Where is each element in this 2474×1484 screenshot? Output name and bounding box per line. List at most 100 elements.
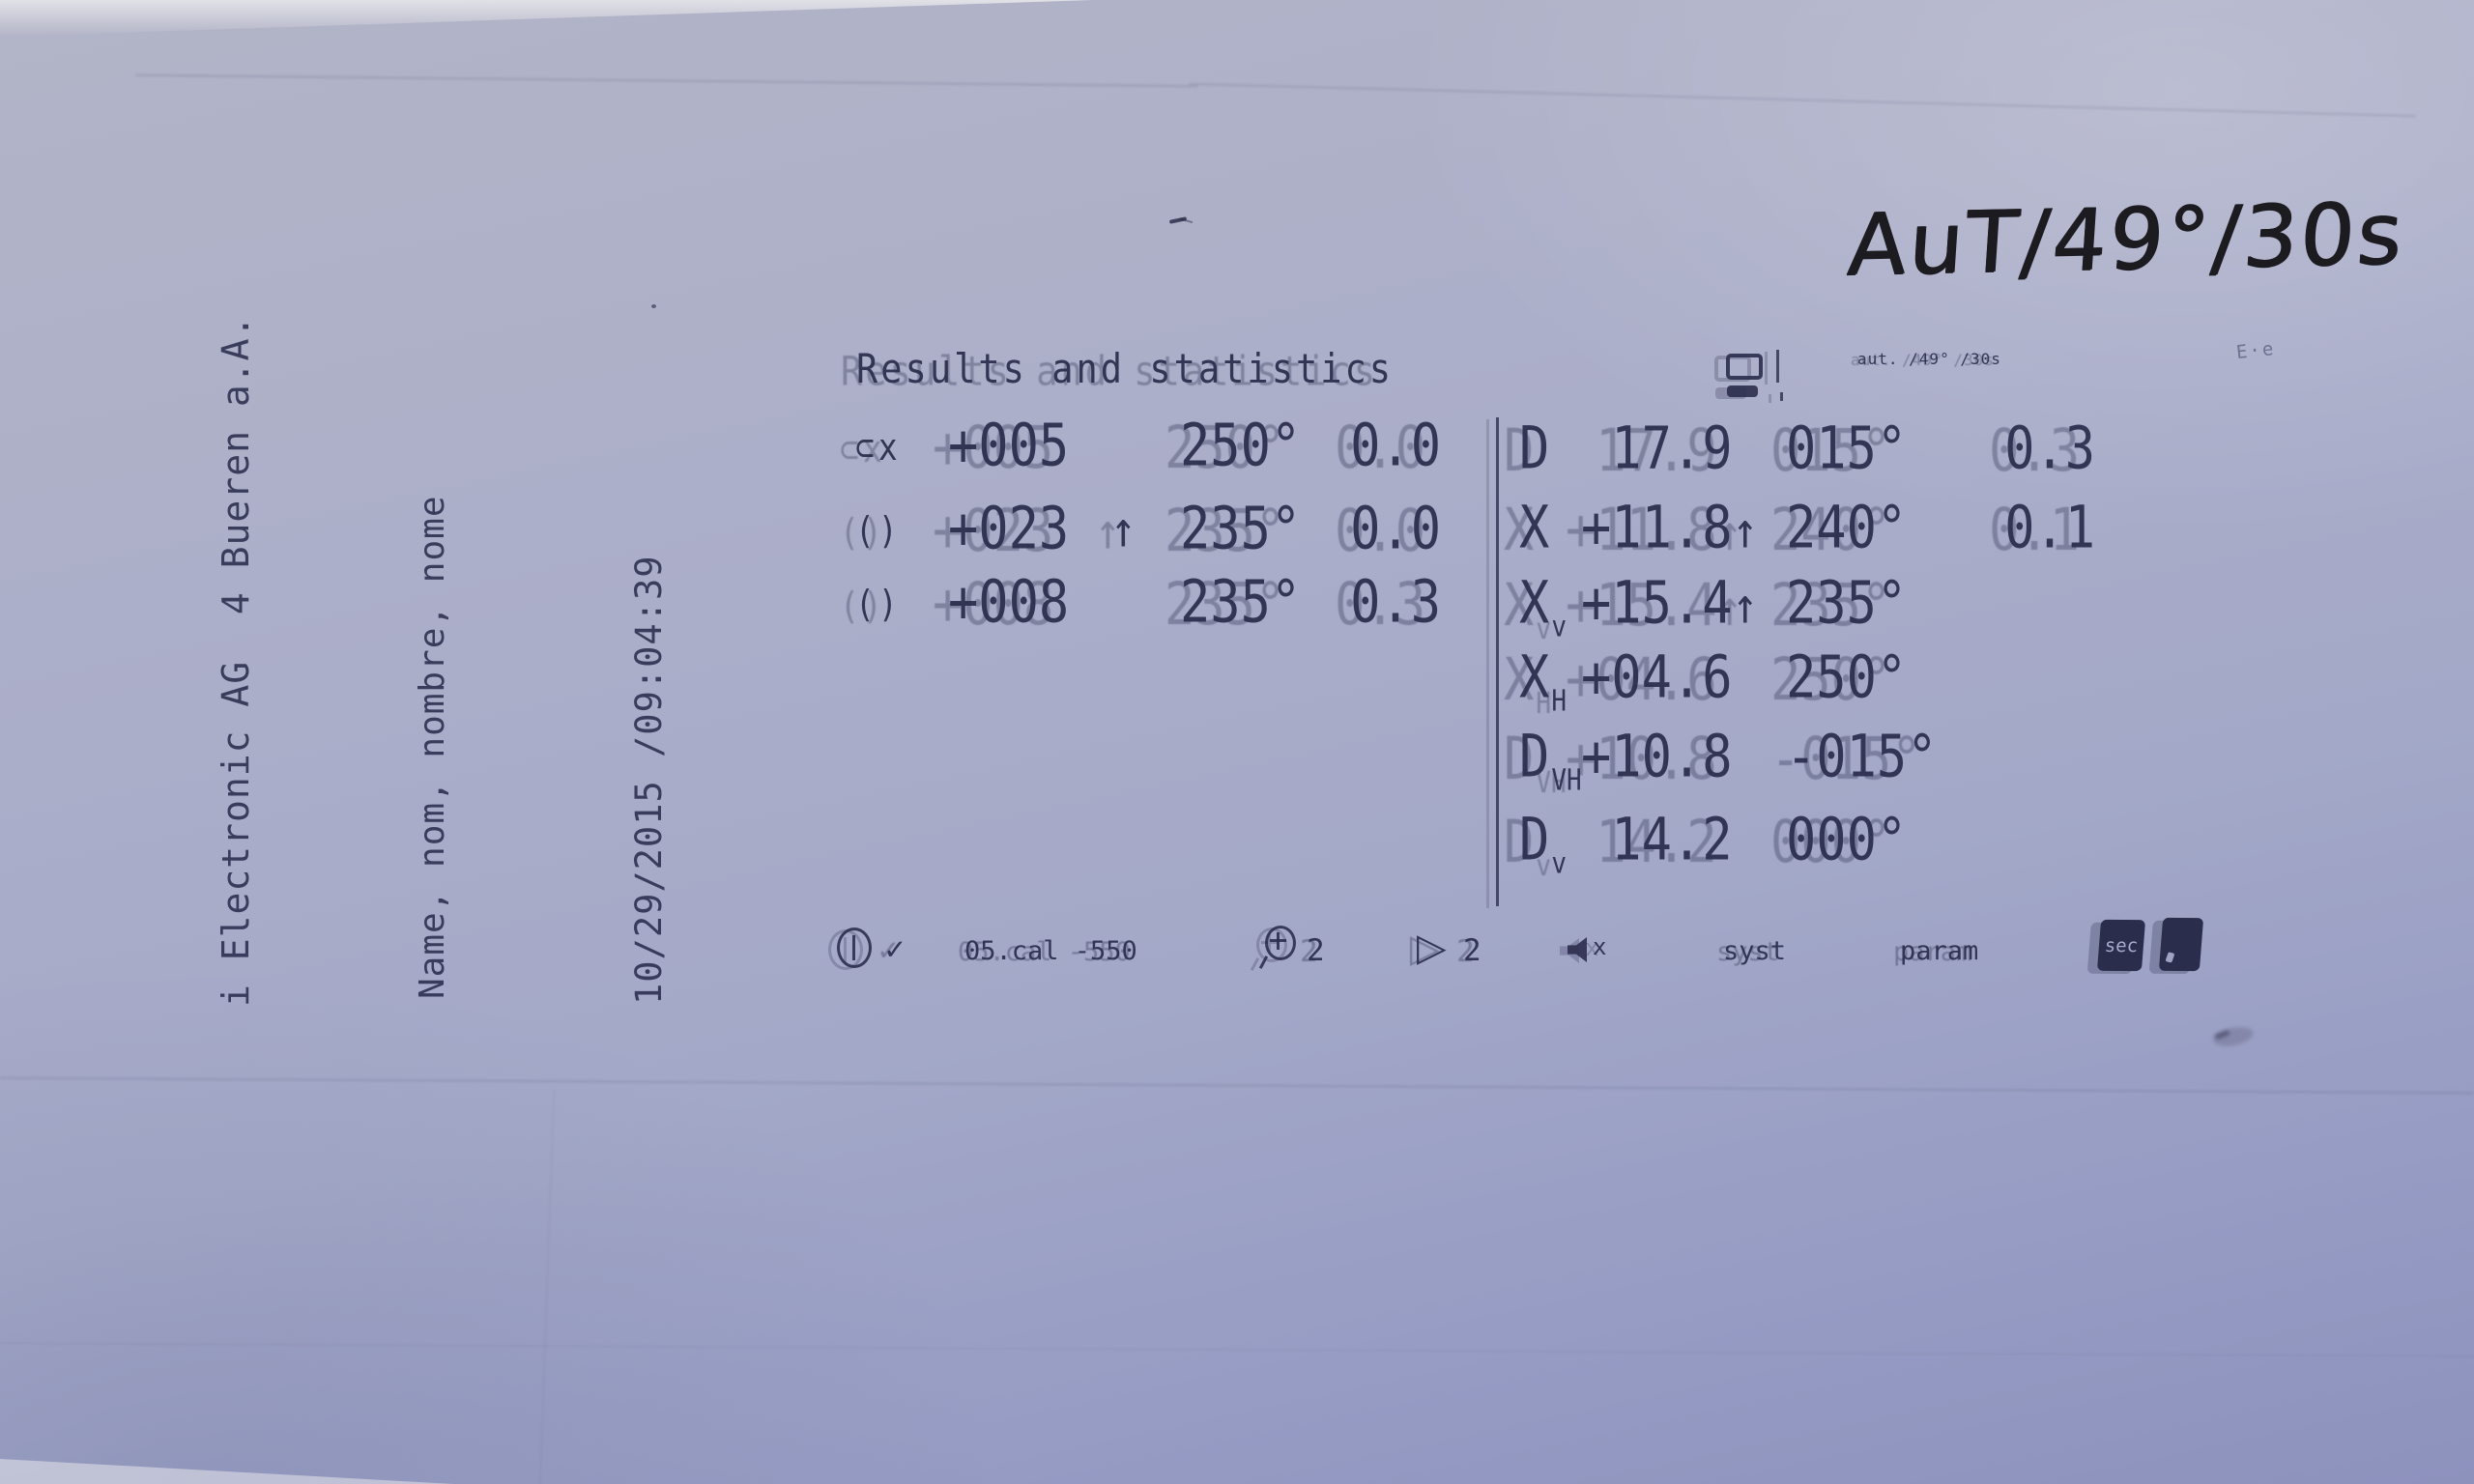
label-main: D <box>1519 724 1550 791</box>
label-subscript: v <box>1551 610 1567 644</box>
row-value: +15.4↑ <box>1581 570 1786 638</box>
label-main: D <box>1519 807 1550 874</box>
handwritten-note: AuT/49°/30s <box>1844 183 2408 296</box>
aut-mode-line: aut. /49° /30s <box>1857 350 2001 368</box>
value-main: +15.4 <box>1581 570 1733 638</box>
row-angle: 000° <box>1786 807 1908 874</box>
play-icon: ▷ <box>1417 926 1447 970</box>
row-label: D <box>1519 415 1581 483</box>
magnifier-plus-icon <box>1258 924 1302 972</box>
feed-solid-box <box>1727 385 1758 397</box>
row-stat: 0.0 <box>1350 413 1441 480</box>
faint-pencil-mark: E·e <box>2234 337 2277 364</box>
feed-tick <box>1780 392 1783 401</box>
row-angle: 240° <box>1786 495 1908 562</box>
row-stat: 0.3 <box>2004 415 2095 483</box>
paper-edge-highlight-bottom <box>0 1459 454 1484</box>
row-label: Dv <box>1519 807 1581 881</box>
value-main: +04.6 <box>1581 644 1733 712</box>
param-label: param <box>1900 936 1979 966</box>
row-value: 17.9 <box>1581 415 1786 483</box>
label-main: X <box>1519 644 1550 712</box>
row-angle: 250° <box>1786 644 1908 712</box>
sec-badge: sec <box>2096 919 2146 972</box>
speaker-mute-icon: x <box>1568 933 1616 968</box>
row-value: +005 <box>948 413 1070 480</box>
power-bar <box>852 935 855 960</box>
value-main: +10.8 <box>1581 724 1733 791</box>
row-label: Xv <box>1519 570 1581 644</box>
row-value: +11.8↑ <box>1581 495 1786 562</box>
paper-crease <box>0 1342 2474 1357</box>
check-mark: ✓ <box>885 929 905 967</box>
row-arrow: ↑ <box>1732 578 1759 636</box>
label-main: X <box>1519 570 1550 638</box>
magnifier-plus <box>1270 939 1286 942</box>
magnifier-handle <box>1258 956 1269 969</box>
row-arrow: ↑ <box>1110 500 1136 558</box>
left-table-row: ⊂x +005 250° 0.0 <box>855 411 1441 482</box>
power-icon <box>837 928 874 970</box>
left-table-row: () +023 ↑ 235° 0.0 <box>855 494 1441 565</box>
row-arrow: ↑ <box>1732 502 1759 560</box>
row-label: X <box>1519 495 1581 562</box>
row-symbol: () <box>855 581 902 625</box>
value-main: 14.2 <box>1581 807 1733 874</box>
results-title: Results and statistics <box>856 346 1395 393</box>
row-symbol: ⊂x <box>855 424 902 469</box>
row-stat: 0.1 <box>2004 495 2095 562</box>
label-subscript: v <box>1551 846 1567 881</box>
ink-speck <box>651 304 656 308</box>
power-ring <box>837 928 872 968</box>
row-symbol: () <box>855 507 902 552</box>
sec-badge-label: sec <box>2103 934 2140 956</box>
paper-feed-icon <box>1726 350 1794 404</box>
ink-speck <box>1168 216 1188 224</box>
value-main: 17.9 <box>1581 415 1733 483</box>
label-subscript: H <box>1551 684 1567 719</box>
value-main: +11.8 <box>1581 495 1733 562</box>
row-label: XH <box>1519 644 1581 719</box>
paper-edge-highlight-top <box>0 0 1092 37</box>
right-table-row: Dv 14.2 000° <box>1519 805 2095 881</box>
label-subscript: VH <box>1551 763 1582 798</box>
paper-crease <box>538 1090 556 1484</box>
row-angle: 235° <box>1786 570 1908 638</box>
left-table-row: () +008 235° 0.3 <box>855 567 1441 639</box>
solid-badge <box>2158 917 2204 972</box>
label-main: D <box>1519 415 1550 483</box>
feed-tick <box>1776 350 1779 383</box>
row-value: +10.8 <box>1581 724 1786 791</box>
calibration-text: 05.cal -550 <box>964 936 1137 966</box>
right-table-row: Xv +15.4↑ 235° <box>1519 568 2095 644</box>
right-table-row: DVH +10.8 -015° <box>1519 722 2095 798</box>
right-table-row: D 17.9 015° 0.3 <box>1519 414 2095 485</box>
right-table-row: X +11.8↑ 240° 0.1 <box>1519 493 2095 564</box>
feed-outline-box <box>1726 354 1763 380</box>
mute-x: x <box>1593 933 1607 960</box>
speaker-body <box>1568 937 1587 962</box>
row-angle: 250° <box>1180 413 1302 480</box>
zoom-count: 2 <box>1307 933 1325 968</box>
row-value: +008 <box>948 569 1070 637</box>
play-count: 2 <box>1463 933 1482 968</box>
row-angle: 235° <box>1180 569 1302 637</box>
row-stat: 0.3 <box>1350 569 1441 637</box>
ink-smudge <box>2211 1023 2256 1050</box>
row-angle: 015° <box>1786 415 1908 483</box>
label-main: X <box>1519 495 1550 562</box>
row-angle: 235° <box>1180 496 1302 563</box>
paper-crease <box>135 73 1198 88</box>
row-angle: -015° <box>1786 724 1938 791</box>
syst-label: syst <box>1723 936 1787 966</box>
name-labels-line: Name, nom, nombre, nome <box>413 495 452 1000</box>
row-label: DVH <box>1519 724 1582 798</box>
magnifier-ring <box>1265 926 1296 960</box>
row-stat: 0.0 <box>1350 496 1441 563</box>
row-value: 14.2 <box>1581 807 1786 874</box>
row-value: +023 <box>948 496 1070 563</box>
paper-crease <box>1189 82 2416 118</box>
vendor-line: i Electronic AG 4 Bueren a.A. <box>215 314 257 1007</box>
datetime-line: 10/29/2015 /09:04:39 <box>628 555 670 1005</box>
